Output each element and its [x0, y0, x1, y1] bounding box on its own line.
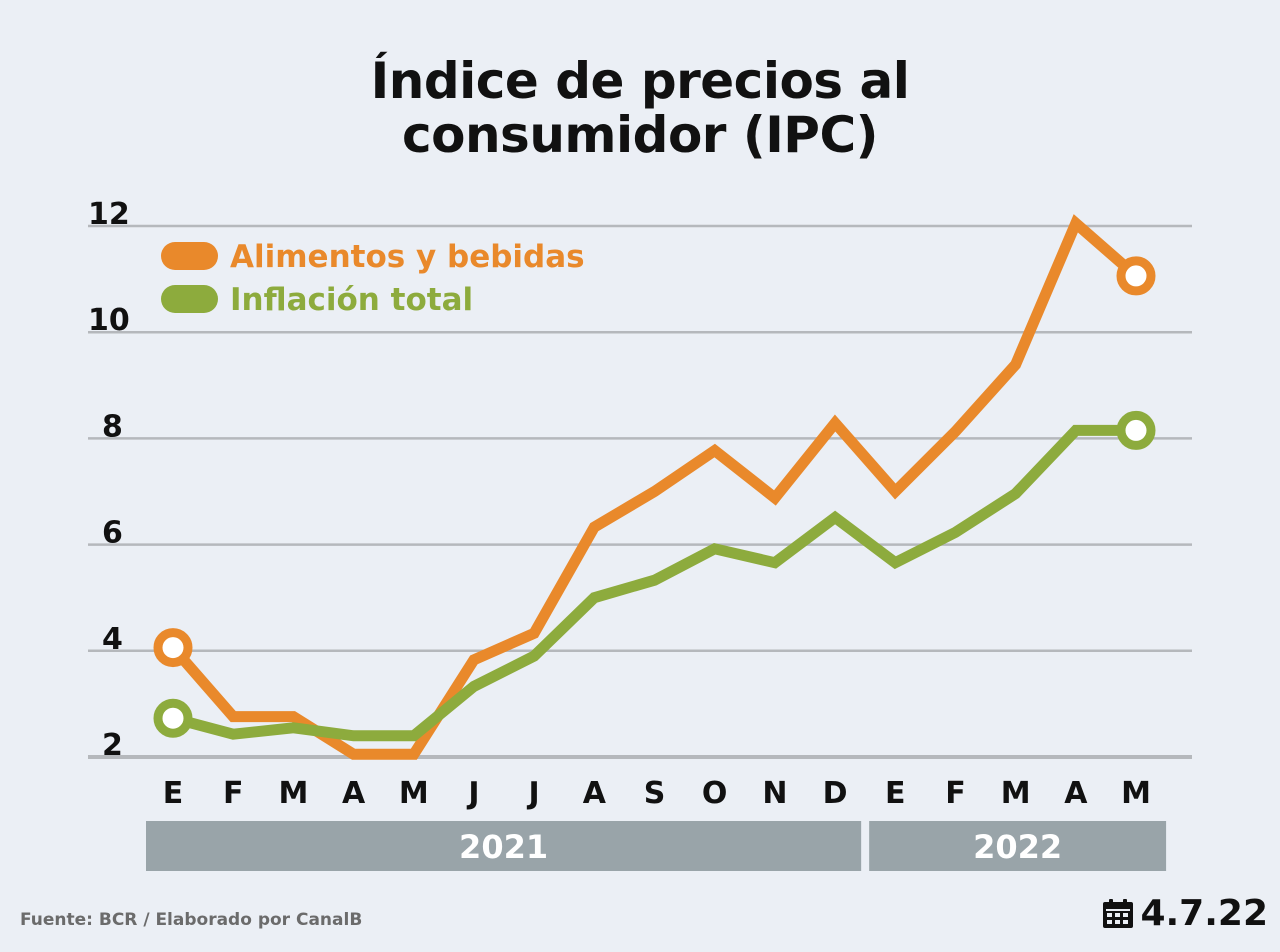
grid-lines: [88, 224, 1192, 759]
x-tick-label: A: [583, 776, 607, 811]
y-tick-label: 12: [88, 197, 130, 232]
legend: Alimentos y bebidas Inflación total: [161, 239, 585, 318]
calendar-icon: [1103, 898, 1134, 928]
x-tick-label: J: [466, 776, 479, 811]
x-tick-label: D: [823, 776, 848, 811]
x-tick-label: A: [342, 776, 366, 811]
x-tick-label: F: [223, 776, 244, 811]
y-tick-label: 4: [102, 622, 123, 657]
y-tick-label: 6: [102, 516, 123, 551]
y-tick-label: 10: [88, 303, 130, 338]
x-tick-label: N: [762, 776, 787, 811]
year-label: 2021: [459, 828, 548, 866]
legend-swatch: [161, 242, 218, 270]
series-point-marker: [153, 628, 193, 668]
x-tick-label: M: [1121, 776, 1151, 811]
source-note: Fuente: BCR / Elaborado por CanalB: [20, 910, 363, 930]
x-tick-label: O: [702, 776, 728, 811]
series-end-markers: [153, 256, 1156, 738]
x-tick-label: M: [399, 776, 429, 811]
chart-title-line-2: consumidor (IPC): [401, 106, 879, 164]
series-line-0: [167, 214, 1142, 760]
series-line-1: [167, 424, 1142, 742]
date-stamp: 4.7.22: [1102, 893, 1268, 934]
chart-title-line-1: Índice de precios al: [370, 52, 910, 110]
y-tick-label: 2: [102, 728, 123, 763]
series-point-marker: [153, 698, 193, 738]
series-point-marker: [1116, 256, 1156, 296]
year-label: 2022: [973, 828, 1062, 866]
x-tick-label: J: [527, 776, 540, 811]
series-point-marker: [1116, 410, 1156, 450]
x-tick-label: E: [885, 776, 906, 811]
legend-swatch: [161, 285, 218, 313]
x-tick-label: E: [163, 776, 184, 811]
legend-label: Inflación total: [230, 282, 473, 318]
series-lines: [167, 214, 1142, 760]
y-tick-label: 8: [102, 409, 123, 444]
x-tick-label: M: [278, 776, 308, 811]
legend-label: Alimentos y bebidas: [230, 239, 585, 275]
year-band: [146, 821, 862, 871]
x-tick-label: F: [945, 776, 966, 811]
chart-title: Índice de precios al consumidor (IPC): [0, 54, 1280, 162]
year-band: [869, 821, 1167, 871]
x-tick-label: A: [1064, 776, 1088, 811]
year-bands: 2021 2022: [146, 821, 1167, 871]
y-axis-ticks: 2 4 6 8 10 12: [88, 197, 130, 763]
date-text: 4.7.22: [1140, 893, 1268, 934]
x-tick-label: S: [644, 776, 666, 811]
x-tick-label: M: [1001, 776, 1031, 811]
